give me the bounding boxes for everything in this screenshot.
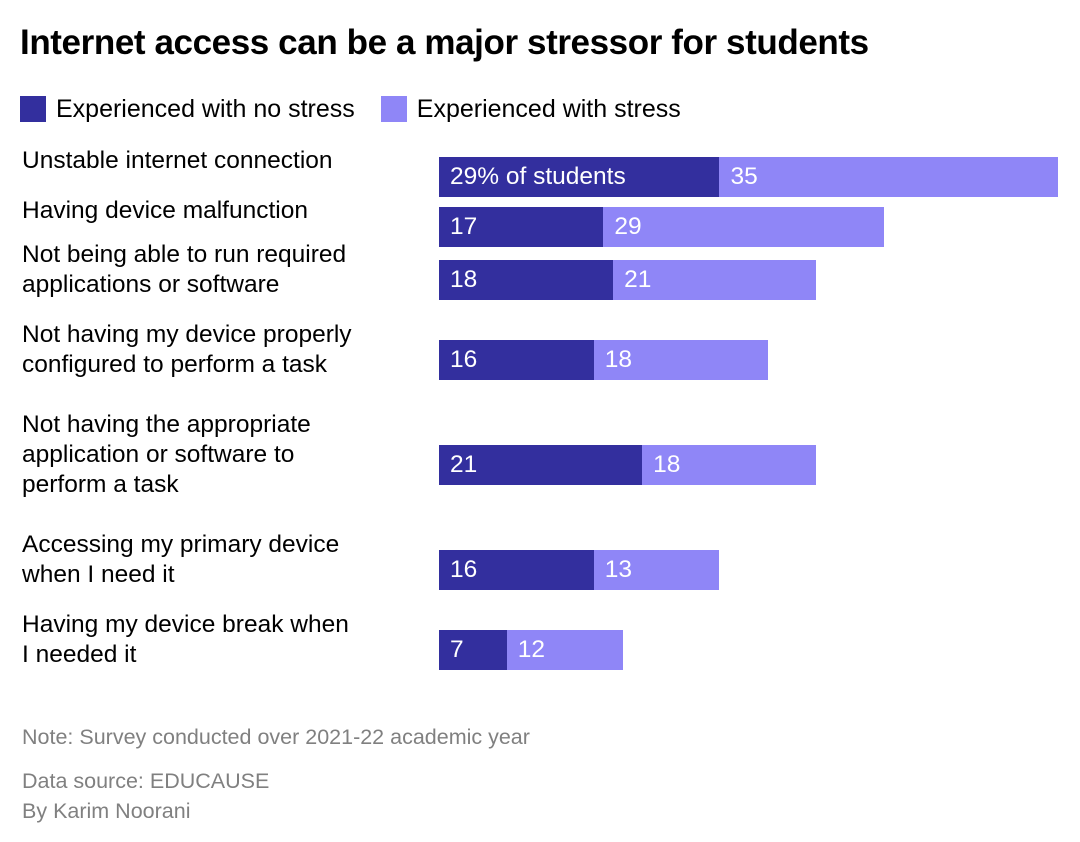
bar-value-label: 21 <box>624 266 652 293</box>
stacked-bar[interactable]: 16 13 <box>439 550 720 590</box>
category-label: Having device malfunction <box>22 197 308 224</box>
bar-segment-stress[interactable]: 29 <box>603 207 884 247</box>
bar-value-label: 18 <box>653 451 681 478</box>
bar-value-label: 18 <box>604 346 633 373</box>
stacked-bar[interactable]: 18 21 <box>439 260 817 300</box>
chart-legend: Experienced with no stress Experienced w… <box>20 96 681 122</box>
page-title: Internet access can be a major stressor … <box>20 23 869 62</box>
bar-segment-stress[interactable]: 18 <box>642 445 817 485</box>
legend-swatch-no-stress <box>20 96 46 122</box>
bar-segment-no-stress[interactable]: 7 <box>439 630 507 670</box>
bar-value-label: 16 <box>450 556 478 583</box>
bar-value-label: 18 <box>450 266 478 293</box>
legend-label-stress: Experienced with stress <box>416 95 681 123</box>
stacked-bar[interactable]: 21 18 <box>439 445 817 485</box>
stacked-bar[interactable]: 29% of students 35 <box>439 157 1058 197</box>
stacked-bar[interactable]: 7 12 <box>439 630 623 670</box>
category-label: Not having the appropriate application or… <box>22 411 311 498</box>
bar-segment-stress[interactable]: 12 <box>506 630 623 670</box>
legend-item-stress[interactable]: Experienced with stress <box>380 95 681 123</box>
bar-segment-no-stress[interactable]: 17 <box>439 207 604 247</box>
bar-segment-no-stress[interactable]: 21 <box>439 445 643 485</box>
bar-value-label: 13 <box>604 556 633 583</box>
footer-byline: By Karim Noorani <box>22 799 191 823</box>
chart-footer: Note: Survey conducted over 2021-22 acad… <box>22 722 1022 826</box>
plot-area: Unstable internet connection 29% of stude… <box>0 140 1080 680</box>
category-label: Unstable internet connection <box>22 147 333 174</box>
bar-value-label: 16 <box>450 346 478 373</box>
bar-segment-no-stress[interactable]: 16 <box>439 340 594 380</box>
bar-segment-no-stress[interactable]: 18 <box>439 260 614 300</box>
bar-value-label: 21 <box>450 451 478 478</box>
bar-value-label: 12 <box>517 636 545 663</box>
bar-value-label: 17 <box>450 213 478 240</box>
bar-value-label: 7 <box>450 636 464 663</box>
category-label: Not being able to run required applicatio… <box>22 241 347 298</box>
bar-value-label: 29 <box>614 213 642 240</box>
category-label: Not having my device properly configured … <box>22 321 352 378</box>
legend-label-no-stress: Experienced with no stress <box>56 95 355 123</box>
legend-item-no-stress[interactable]: Experienced with no stress <box>20 96 355 122</box>
bar-segment-stress[interactable]: 21 <box>613 260 817 300</box>
bar-segment-stress[interactable]: 35 <box>719 157 1058 197</box>
category-label: Accessing my primary device when I need i… <box>22 531 340 588</box>
bar-segment-no-stress[interactable]: 16 <box>439 550 594 590</box>
bar-segment-stress[interactable]: 13 <box>593 550 720 590</box>
footer-source: Data source: EDUCAUSE <box>22 769 270 793</box>
footer-note: Note: Survey conducted over 2021-22 acad… <box>22 725 530 749</box>
bar-value-label: 29% of students <box>450 163 626 190</box>
stacked-bar[interactable]: 17 29 <box>439 207 884 247</box>
category-label: Having my device break when I needed it <box>22 611 349 668</box>
stacked-bar[interactable]: 16 18 <box>439 340 768 380</box>
bar-segment-no-stress[interactable]: 29% of students <box>439 157 720 197</box>
legend-swatch-stress <box>380 96 407 122</box>
bar-value-label: 35 <box>730 163 758 190</box>
bar-segment-stress[interactable]: 18 <box>593 340 768 380</box>
